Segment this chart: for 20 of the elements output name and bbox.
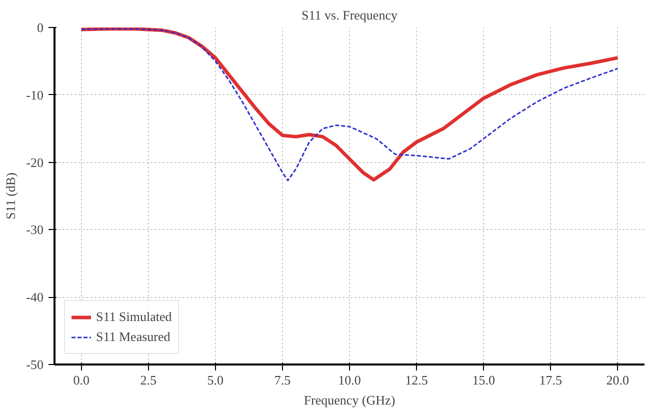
x-tick-label: 7.5 (274, 372, 291, 388)
legend-label: S11 Measured (96, 329, 170, 345)
x-tick-label: 0.0 (73, 372, 90, 388)
y-tick-label: -40 (26, 290, 44, 305)
x-tick-label: 5.0 (207, 372, 224, 388)
y-tick-label: -10 (26, 87, 44, 102)
y-tick-label: -20 (26, 154, 44, 170)
x-axis-title: Frequency (GHz) (304, 392, 396, 408)
y-tick-label: 0 (37, 20, 44, 35)
x-tick-label: 10.0 (338, 372, 361, 388)
x-tick-label: 15.0 (472, 372, 495, 388)
x-tick-label: 2.5 (140, 372, 156, 388)
legend-label: S11 Simulated (96, 309, 172, 325)
x-tick-label: 17.5 (539, 372, 562, 388)
y-axis-title: S11 (dB) (3, 172, 18, 220)
x-tick-label: 20.0 (606, 372, 630, 388)
chart-title: S11 vs. Frequency (302, 8, 398, 22)
y-tick-label: -50 (26, 357, 44, 372)
x-tick-label: 12.5 (405, 372, 428, 388)
y-tick-label: -30 (26, 222, 44, 238)
